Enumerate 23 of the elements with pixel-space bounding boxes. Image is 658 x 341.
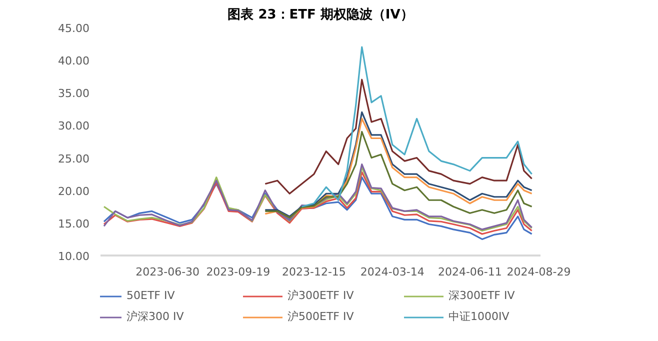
x-tick-label: 2024-08-29 bbox=[506, 266, 571, 278]
line-series bbox=[264, 78, 533, 194]
x-tick-label: 2024-03-14 bbox=[360, 266, 424, 278]
line-series bbox=[300, 46, 533, 208]
y-tick-label: 20.00 bbox=[58, 184, 90, 198]
y-tick-label: 10.00 bbox=[58, 250, 90, 263]
y-tick-label: 45.00 bbox=[58, 22, 90, 35]
legend-label: 50ETF IV bbox=[126, 289, 176, 302]
legend-label: 沪300ETF IV bbox=[288, 288, 355, 303]
chart-title: 图表 23：ETF 期权隐波（IV） bbox=[228, 8, 414, 22]
y-tick-label: 35.00 bbox=[58, 87, 90, 100]
x-tick-label: 2024-06-11 bbox=[438, 266, 502, 278]
legend-label: 深300ETF IV bbox=[448, 288, 516, 303]
legend-label: 沪500ETF IV bbox=[288, 309, 355, 324]
x-tick-label: 2023-12-15 bbox=[282, 266, 346, 278]
x-tick-label: 2023-06-30 bbox=[136, 266, 200, 278]
y-tick-label: 30.00 bbox=[58, 120, 90, 133]
y-tick-label: 15.00 bbox=[58, 217, 90, 230]
y-tick-label: 25.00 bbox=[58, 152, 90, 166]
y-tick-label: 40.00 bbox=[58, 54, 90, 68]
legend-label: 沪深300 IV bbox=[126, 309, 185, 324]
x-tick-label: 2023-09-19 bbox=[206, 266, 270, 278]
legend-label: 中证1000IV bbox=[448, 309, 510, 324]
